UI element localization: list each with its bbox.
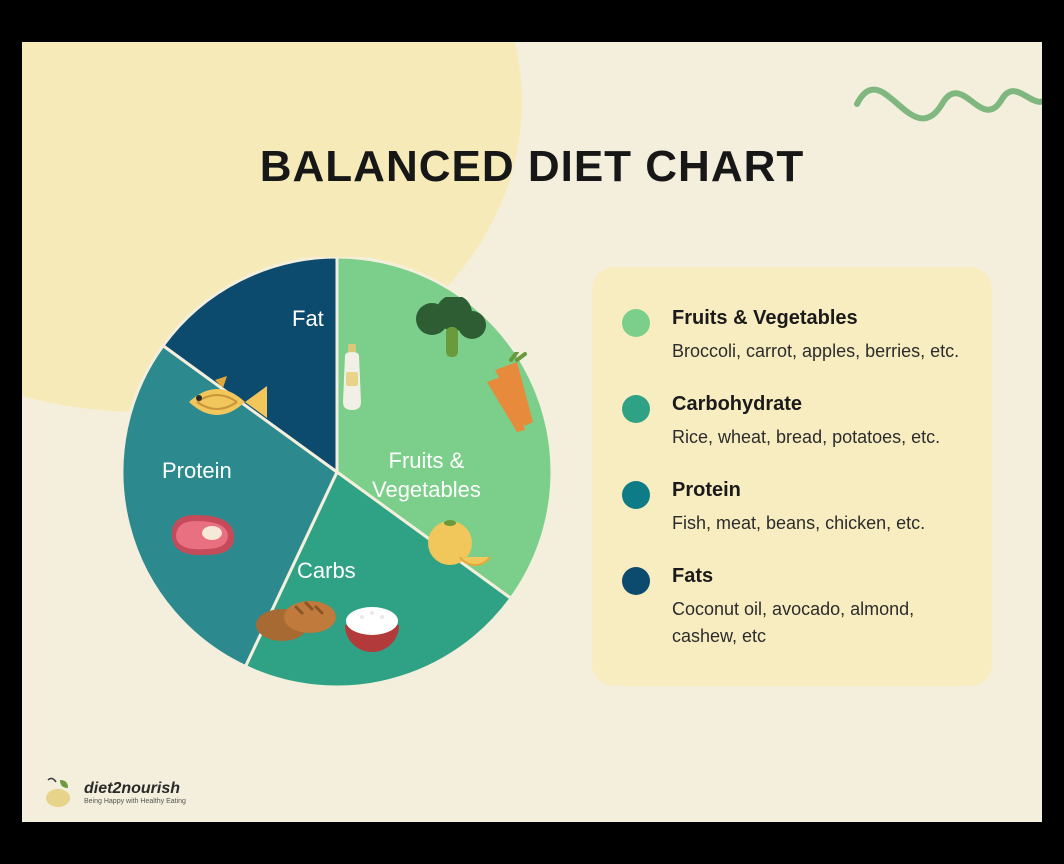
- steak-icon: [162, 507, 242, 562]
- legend-item-title: Carbohydrate: [672, 393, 962, 416]
- infographic-canvas: BALANCED DIET CHART: [22, 42, 1042, 822]
- legend-item-desc: Coconut oil, avocado, almond, cashew, et…: [672, 596, 962, 650]
- pie-chart: Fruits & Vegetables Carbs Protein Fat: [122, 257, 552, 687]
- slice-label-fat: Fat: [292, 305, 324, 334]
- legend-text: Carbohydrate Rice, wheat, bread, potatoes…: [672, 393, 962, 451]
- legend-item-title: Fruits & Vegetables: [672, 307, 962, 330]
- legend-item-desc: Broccoli, carrot, apples, berries, etc.: [672, 338, 962, 365]
- fish-icon: [177, 372, 272, 432]
- slice-label-carbs: Carbs: [297, 557, 356, 586]
- legend-item-0: Fruits & Vegetables Broccoli, carrot, app…: [622, 307, 962, 365]
- legend-item-title: Fats: [672, 565, 962, 588]
- logo-tagline: Being Happy with Healthy Eating: [84, 798, 186, 805]
- legend-dot-icon: [622, 309, 650, 337]
- legend-item-desc: Rice, wheat, bread, potatoes, etc.: [672, 424, 962, 451]
- legend-panel: Fruits & Vegetables Broccoli, carrot, app…: [592, 267, 992, 686]
- legend-dot-icon: [622, 395, 650, 423]
- orange-icon: [422, 517, 492, 577]
- logo-brand-text: diet2nourish: [84, 780, 180, 797]
- slice-label-protein: Protein: [162, 457, 232, 486]
- legend-dot-icon: [622, 481, 650, 509]
- logo-text-block: diet2nourish Being Happy with Healthy Ea…: [84, 780, 186, 805]
- bread-icon: [252, 587, 342, 647]
- legend-text: Fats Coconut oil, avocado, almond, cashew…: [672, 565, 962, 650]
- oil-bottle-icon: [337, 342, 367, 412]
- brand-logo: diet2nourish Being Happy with Healthy Ea…: [42, 774, 186, 810]
- legend-text: Fruits & Vegetables Broccoli, carrot, app…: [672, 307, 962, 365]
- legend-item-2: Protein Fish, meat, beans, chicken, etc.: [622, 479, 962, 537]
- logo-mark-icon: [42, 774, 78, 810]
- legend-item-title: Protein: [672, 479, 962, 502]
- page-title: BALANCED DIET CHART: [22, 142, 1042, 192]
- legend-items: Fruits & Vegetables Broccoli, carrot, app…: [622, 307, 962, 650]
- rice-icon: [337, 597, 407, 657]
- legend-item-3: Fats Coconut oil, avocado, almond, cashew…: [622, 565, 962, 650]
- legend-item-desc: Fish, meat, beans, chicken, etc.: [672, 510, 962, 537]
- slice-label-fruits_veg: Fruits & Vegetables: [372, 447, 481, 504]
- carrots-icon: [477, 352, 547, 432]
- legend-dot-icon: [622, 567, 650, 595]
- legend-item-1: Carbohydrate Rice, wheat, bread, potatoes…: [622, 393, 962, 451]
- legend-text: Protein Fish, meat, beans, chicken, etc.: [672, 479, 962, 537]
- squiggle-path: [857, 90, 1042, 119]
